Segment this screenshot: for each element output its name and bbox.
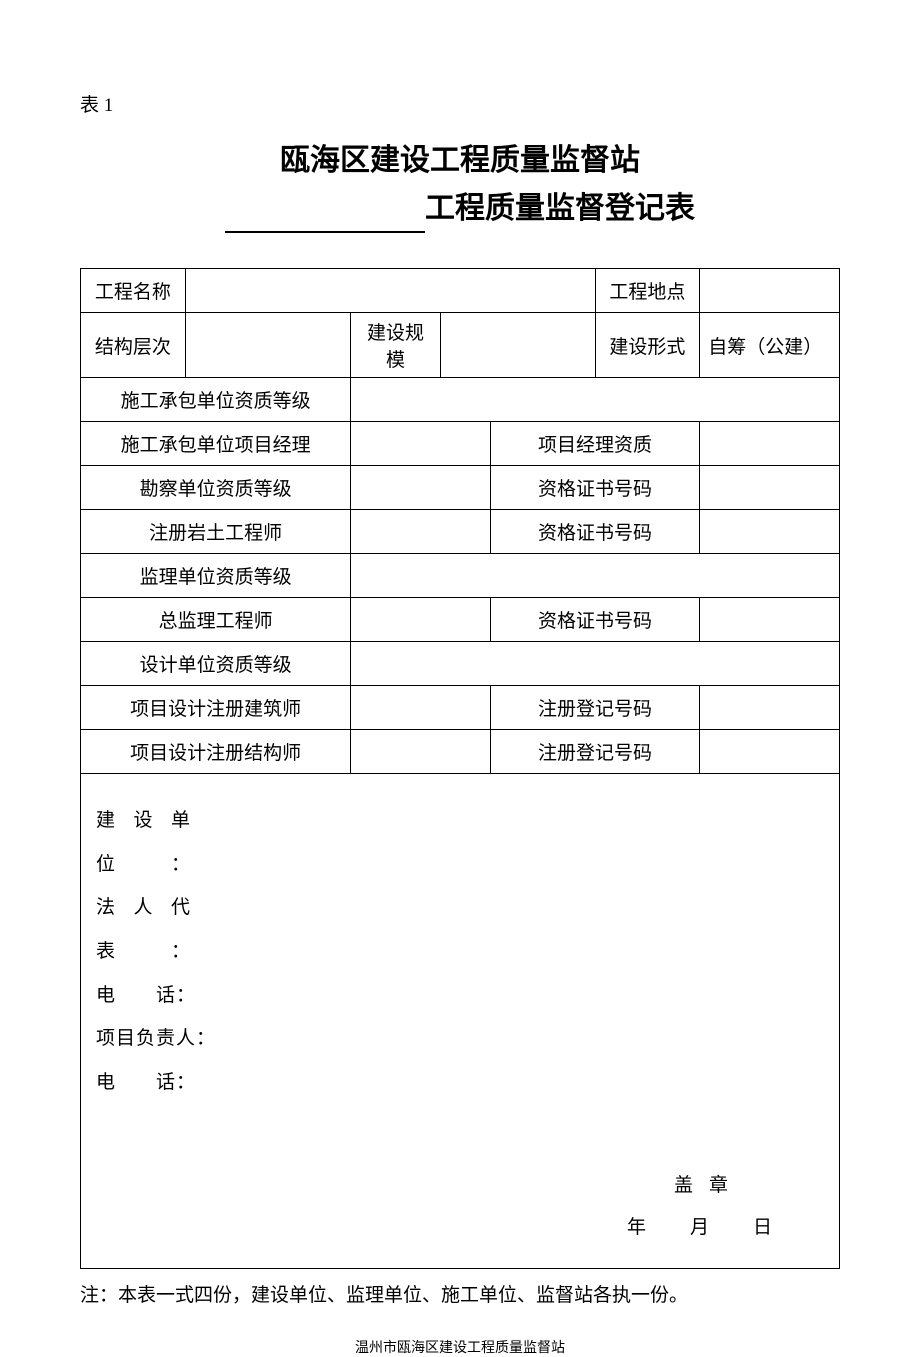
- footer-text: 温州市瓯海区建设工程质量监督站: [80, 1337, 840, 1357]
- label-construction-form: 建设形式: [595, 313, 700, 378]
- value-design-architect: [351, 686, 491, 730]
- info-construction-unit: 建设单位：: [96, 799, 824, 886]
- info-legal-rep: 法人代表：: [96, 886, 824, 973]
- title-line-2-suffix: 工程质量监督登记表: [425, 192, 695, 225]
- value-construction-scale: [440, 313, 595, 378]
- label-structural-reg: 注册登记号码: [490, 730, 699, 774]
- label-chief-supervisor: 总监理工程师: [81, 598, 351, 642]
- value-contractor-qualification: [351, 378, 840, 422]
- value-survey-cert: [700, 466, 840, 510]
- value-supervision-qualification: [351, 554, 840, 598]
- label-design-structural: 项目设计注册结构师: [81, 730, 351, 774]
- stamp-area: 盖章 年 月 日: [96, 1165, 824, 1249]
- row-survey-qualification: 勘察单位资质等级 资格证书号码: [81, 466, 840, 510]
- value-construction-form: 自筹（公建）: [700, 313, 840, 378]
- label-architect-reg: 注册登记号码: [490, 686, 699, 730]
- label-design-qualification: 设计单位资质等级: [81, 642, 351, 686]
- title-line-1: 瓯海区建设工程质量监督站: [80, 137, 840, 185]
- info-project-leader: 项目负责人：: [96, 1017, 824, 1061]
- label-survey-cert: 资格证书号码: [490, 466, 699, 510]
- value-design-qualification: [351, 642, 840, 686]
- label-supervision-qualification: 监理单位资质等级: [81, 554, 351, 598]
- table-number-label: 表 1: [80, 90, 840, 117]
- row-contractor-qualification: 施工承包单位资质等级: [81, 378, 840, 422]
- value-structural-reg: [700, 730, 840, 774]
- value-design-structural: [351, 730, 491, 774]
- value-structure-level: [185, 313, 350, 378]
- row-contractor-pm: 施工承包单位项目经理 项目经理资质: [81, 422, 840, 466]
- registration-table: 工程名称 工程地点 结构层次 建设规模 建设形式 自筹（公建） 施工承包单位资质…: [80, 268, 840, 1269]
- label-structure-level: 结构层次: [81, 313, 186, 378]
- value-contractor-pm: [351, 422, 491, 466]
- info-phone-2: 电 话：: [96, 1061, 824, 1105]
- value-supervisor-cert: [700, 598, 840, 642]
- label-contractor-pm: 施工承包单位项目经理: [81, 422, 351, 466]
- label-project-location: 工程地点: [595, 269, 700, 313]
- value-survey-qualification: [351, 466, 491, 510]
- value-geo-cert: [700, 510, 840, 554]
- date-label: 年 月 日: [96, 1207, 774, 1249]
- label-geo-engineer: 注册岩土工程师: [81, 510, 351, 554]
- row-design-structural: 项目设计注册结构师 注册登记号码: [81, 730, 840, 774]
- note-text: 注：本表一式四份，建设单位、监理单位、施工单位、监督站各执一份。: [80, 1281, 840, 1311]
- label-supervisor-cert: 资格证书号码: [490, 598, 699, 642]
- row-supervision-qualification: 监理单位资质等级: [81, 554, 840, 598]
- value-architect-reg: [700, 686, 840, 730]
- label-contractor-qualification: 施工承包单位资质等级: [81, 378, 351, 422]
- label-pm-qualification: 项目经理资质: [490, 422, 699, 466]
- label-survey-qualification: 勘察单位资质等级: [81, 466, 351, 510]
- label-construction-scale: 建设规模: [351, 313, 441, 378]
- title-line-2: 工程质量监督登记表: [80, 185, 840, 233]
- row-design-architect: 项目设计注册建筑师 注册登记号码: [81, 686, 840, 730]
- row-geo-engineer: 注册岩土工程师 资格证书号码: [81, 510, 840, 554]
- label-geo-cert: 资格证书号码: [490, 510, 699, 554]
- value-project-name: [185, 269, 595, 313]
- info-phone-1: 电 话：: [96, 974, 824, 1018]
- value-pm-qualification: [700, 422, 840, 466]
- title-block: 瓯海区建设工程质量监督站 工程质量监督登记表: [80, 137, 840, 233]
- bottom-info-cell: 建设单位： 法人代表： 电 话： 项目负责人： 电 话： 盖章 年 月 日: [81, 774, 840, 1269]
- row-design-qualification: 设计单位资质等级: [81, 642, 840, 686]
- row-structure: 结构层次 建设规模 建设形式 自筹（公建）: [81, 313, 840, 378]
- row-chief-supervisor: 总监理工程师 资格证书号码: [81, 598, 840, 642]
- value-chief-supervisor: [351, 598, 491, 642]
- row-bottom-info: 建设单位： 法人代表： 电 话： 项目负责人： 电 话： 盖章 年 月 日: [81, 774, 840, 1269]
- stamp-label: 盖章: [96, 1165, 774, 1207]
- label-design-architect: 项目设计注册建筑师: [81, 686, 351, 730]
- value-geo-engineer: [351, 510, 491, 554]
- row-project-name: 工程名称 工程地点: [81, 269, 840, 313]
- title-blank-underline: [225, 203, 425, 233]
- label-project-name: 工程名称: [81, 269, 186, 313]
- value-project-location: [700, 269, 840, 313]
